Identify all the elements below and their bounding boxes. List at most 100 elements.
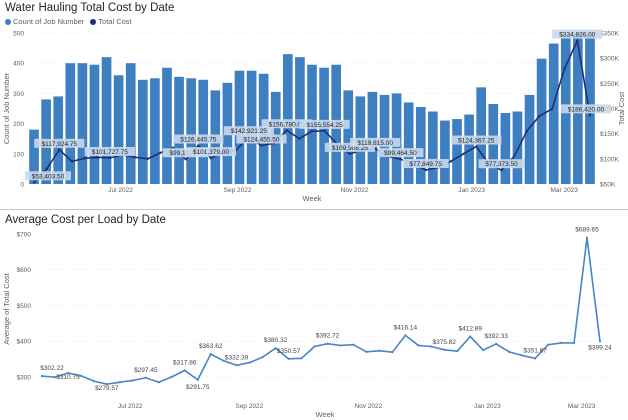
bar [512,111,523,184]
total-cost-point [184,158,187,161]
avg-cost-data-label: $297.45 [134,367,158,374]
total-cost-point [576,39,579,42]
avg-cost-point [66,371,70,375]
y-tick-label: $600 [17,267,32,274]
avg-cost-chart-panel: Average Cost per Load by Date $300 $400 $5… [0,212,628,420]
total-cost-point [83,157,86,160]
total-cost-data-label: $119,815.00 [357,140,393,147]
avg-cost-point [274,347,277,350]
avg-cost-data-label: $375.82 [433,339,457,346]
y-tick-label: 0 [20,182,24,189]
total-cost-data-label-bg [377,148,424,158]
bar [415,106,426,184]
water-hauling-chart-panel: Water Hauling Total Cost by Date Count o… [0,0,628,208]
total-cost-data-label-bg [84,146,135,156]
x-tick-label: Sep 2022 [235,403,263,410]
total-cost-data-label: $126,445.75 [180,137,217,144]
total-cost-point [462,152,465,155]
bar [101,57,112,184]
total-cost-data-label: $117,924.75 [41,141,77,148]
total-cost-point [45,167,48,171]
y2-tick-label: $150K [600,131,619,138]
avg-cost-data-label: $291.75 [186,384,210,391]
avg-cost-data-label: $310.75 [56,374,80,381]
bar [548,43,559,184]
x-tick-label: Jan 2023 [474,403,501,410]
total-cost-point [525,129,528,133]
total-cost-point [197,144,200,147]
legend-label-count: Count of Job Number [13,17,85,26]
y2-tick-label: $350K [600,31,619,38]
avg-cost-point [79,374,83,377]
total-cost-data-label-bg [478,159,525,169]
avg-cost-point [287,357,290,360]
total-cost-data-label-bg [34,138,85,148]
total-cost-data-label: $334,826.00 [559,32,596,39]
y-tick-label: 400 [13,61,24,68]
avg-cost-point [469,335,472,338]
avg-cost-point [559,341,563,345]
avg-cost-point [391,351,394,354]
y2-axis-title: Total Cost [617,91,626,125]
y-axis-title: Average of Total Cost [2,272,11,344]
bar [403,102,414,184]
avg-cost-data-label: $351.67 [523,347,547,354]
bar [282,54,293,184]
avg-cost-point [105,383,108,386]
avg-cost-point [261,356,264,359]
avg-cost-data-label: $392.72 [316,333,340,340]
y-tick-label: 300 [13,91,24,98]
y-tick-label: $500 [17,303,32,310]
x-tick-label: Jan 2023 [458,187,485,194]
bar [440,120,450,184]
legend-item-count[interactable]: Count of Job Number [5,17,84,26]
avg-cost-point [118,381,121,384]
y-tick-label: 500 [13,31,24,38]
bar [186,78,196,184]
x-tick-label: Sep 2022 [224,187,252,194]
legend-item-total-cost[interactable]: Total Cost [90,17,132,26]
x-tick-label: Jul 2022 [108,187,133,194]
bar [150,78,160,184]
y-tick-label: $300 [17,374,32,381]
legend-swatch-total-cost [90,18,97,25]
avg-cost-data-label: $380.32 [264,337,288,344]
total-cost-data-label-bg [402,158,449,168]
total-cost-data-label-bg [223,126,274,136]
chart2-svg: $300 $400 $500 $600 $700 $302.22 $310.75 $279.5… [2,227,614,419]
avg-cost-point [300,357,303,360]
bar [343,90,354,184]
bar [524,94,535,184]
total-cost-data-label: $156,780.00 [269,121,306,128]
avg-cost-data-label: $332.39 [225,354,249,361]
avg-cost-point [598,340,602,343]
total-cost-point [424,168,427,172]
total-cost-data-label-bg [261,119,312,129]
avg-cost-point [326,342,329,345]
avg-cost-point [572,341,576,345]
avg-cost-point [521,354,524,357]
chart2-title: Average Cost per Load by Date [5,214,166,226]
bar [125,63,136,185]
avg-cost-point [40,374,44,378]
avg-cost-point [443,348,446,351]
total-cost-data-label-bg [324,142,376,152]
x-tick-label: Nov 2022 [341,187,369,194]
y-axis-title: Count of Job Number [2,72,11,144]
bar [500,113,511,184]
avg-cost-data-label: $399.24 [588,344,612,351]
avg-cost-point [196,378,199,381]
total-cost-point [323,129,326,133]
total-cost-data-label: $155,554.25 [307,122,344,129]
avg-cost-point [92,380,96,383]
avg-cost-data-label: $302.22 [40,365,64,372]
bar [113,75,124,184]
total-cost-point [538,114,541,118]
total-cost-data-label: $53,403.50 [32,173,65,180]
avg-cost-point [144,376,147,379]
avg-cost-point [482,348,485,352]
avg-cost-point [248,361,251,364]
total-cost-point [159,151,162,154]
total-cost-point [449,160,453,163]
total-cost-data-label: $186,420.00 [568,106,605,113]
